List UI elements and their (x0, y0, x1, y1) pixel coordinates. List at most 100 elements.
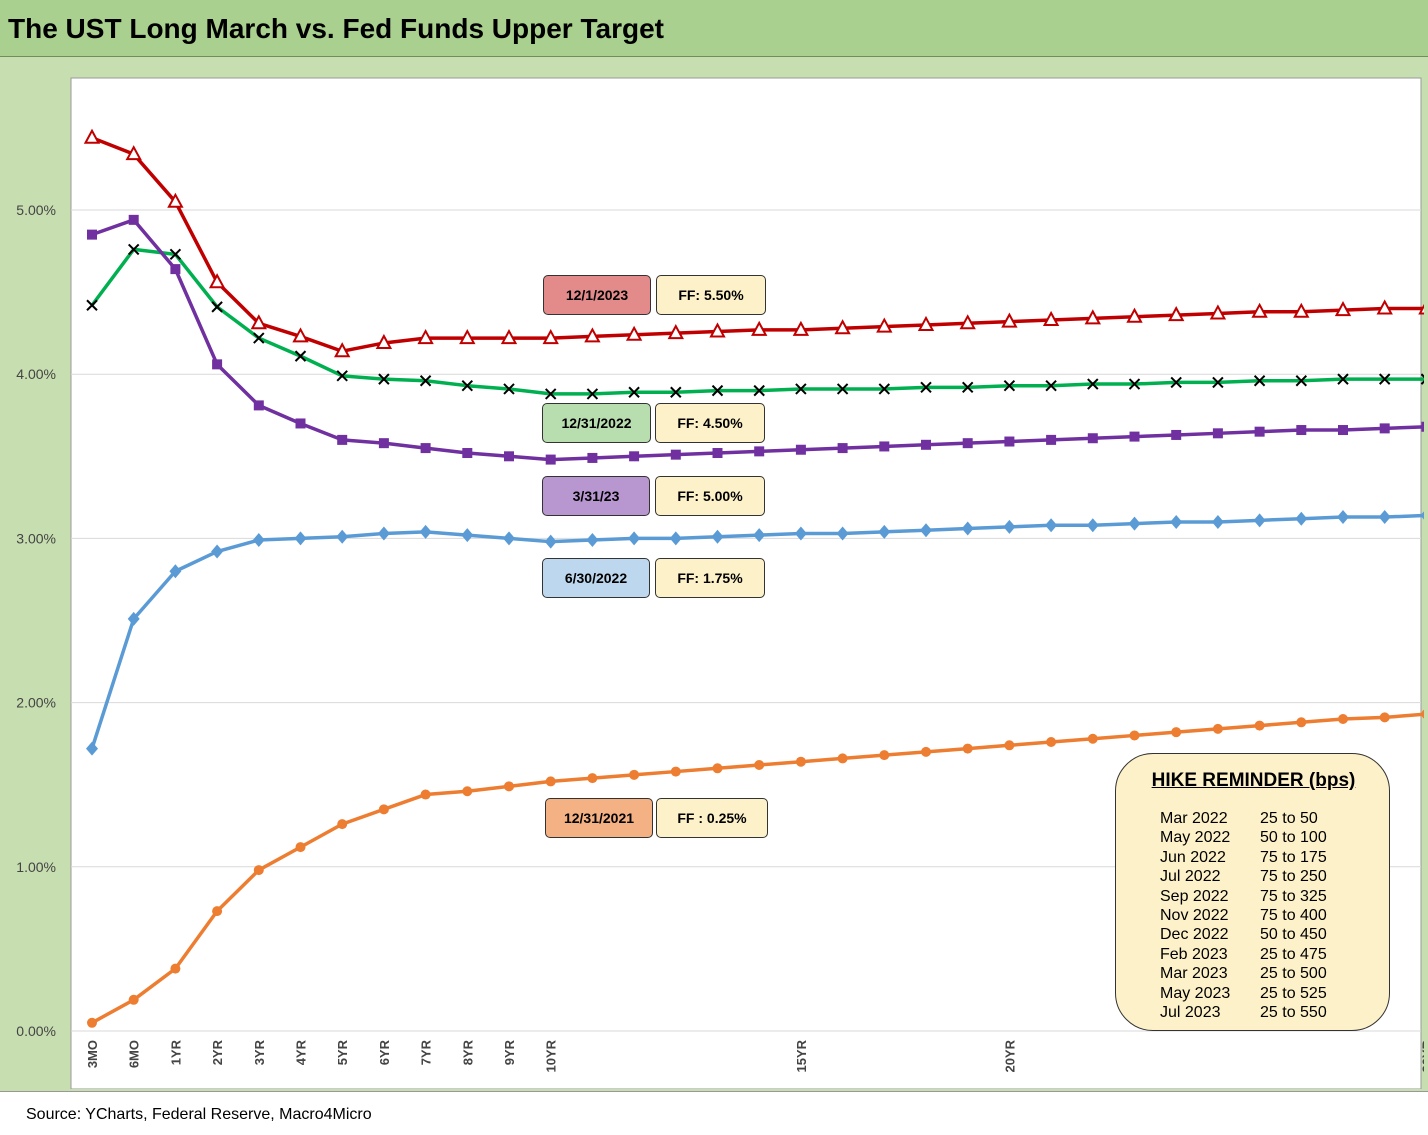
hike-date: Jul 2022 (1160, 868, 1221, 886)
x-tick-label: 20YR (1002, 1039, 1017, 1072)
data-point (504, 781, 514, 792)
x-tick-label: 30YR (1419, 1039, 1424, 1072)
data-point (1209, 304, 1227, 320)
data-point (754, 759, 765, 770)
data-point (378, 373, 390, 385)
data-point (462, 448, 473, 459)
data-point (1295, 511, 1308, 526)
data-point (336, 529, 349, 544)
data-point (921, 746, 931, 757)
x-tick-label: 9YR (502, 1039, 517, 1065)
hike-value: 75 to 250 (1260, 868, 1327, 886)
data-point (837, 443, 848, 454)
hike-date: Mar 2022 (1160, 810, 1228, 827)
data-point (1212, 428, 1223, 439)
data-point (962, 438, 973, 449)
hike-date: May 2022 (1160, 829, 1231, 847)
data-point (670, 386, 682, 398)
x-tick-label: 3YR (252, 1039, 267, 1065)
data-point (420, 789, 431, 800)
data-point (628, 386, 640, 398)
data-point (545, 776, 556, 787)
data-point (1420, 511, 1424, 520)
data-point (127, 243, 140, 256)
annotation-date-label: 12/1/2023 (543, 275, 651, 315)
data-point (250, 314, 267, 330)
data-point (709, 322, 726, 338)
data-point (879, 441, 890, 452)
chart-title: The UST Long March vs. Fed Funds Upper T… (8, 13, 664, 44)
data-point (375, 333, 393, 350)
series-0 (83, 128, 1424, 358)
data-point (921, 439, 931, 450)
data-point (1295, 375, 1308, 387)
data-point (292, 327, 309, 343)
data-point (878, 524, 891, 539)
data-point (1254, 720, 1265, 731)
annotation-date-label: 12/31/2021 (545, 798, 653, 838)
series-1 (86, 243, 1424, 400)
data-point (711, 384, 724, 397)
data-point (544, 388, 557, 400)
data-point (753, 528, 766, 543)
data-point (1128, 378, 1141, 390)
data-point (420, 443, 431, 454)
data-point (959, 314, 976, 330)
data-point (711, 529, 724, 544)
x-tick-label: 2YR (210, 1039, 225, 1065)
hike-date: May 2023 (1160, 984, 1231, 1002)
x-tick-label: 3MO (85, 1040, 100, 1068)
data-point (878, 383, 891, 395)
data-point (1003, 379, 1016, 392)
data-point (377, 526, 390, 541)
data-point (1379, 423, 1390, 434)
series-3 (86, 510, 1424, 756)
data-point (127, 611, 140, 626)
y-tick-label: 4.00% (16, 366, 56, 382)
data-point (1170, 376, 1182, 389)
data-point (417, 328, 434, 345)
annotation-ff-label: FF: 1.75% (655, 558, 765, 598)
annotation-date-label: 12/31/2022 (542, 403, 651, 443)
data-point (1338, 425, 1348, 436)
data-point (334, 342, 351, 358)
data-point (503, 383, 515, 395)
data-point (462, 786, 473, 797)
x-tick-label: 10YR (544, 1039, 559, 1072)
hike-value: 25 to 50 (1260, 810, 1318, 827)
data-point (1045, 518, 1058, 533)
data-point (920, 381, 932, 394)
hike-value: 25 to 525 (1260, 984, 1327, 1002)
x-tick-label: 4YR (294, 1039, 309, 1065)
hike-date: Dec 2022 (1160, 926, 1229, 944)
data-point (1376, 299, 1393, 315)
data-point (1171, 429, 1182, 440)
data-point (211, 544, 224, 559)
data-point (211, 301, 223, 313)
hike-date: Jul 2023 (1160, 1004, 1221, 1021)
data-point (795, 383, 807, 395)
x-tick-label: 6YR (377, 1039, 392, 1065)
data-point (712, 763, 723, 774)
data-point (378, 804, 389, 815)
data-point (795, 444, 806, 455)
data-point (1087, 433, 1098, 444)
data-point (1293, 302, 1310, 318)
data-point (629, 451, 640, 462)
data-point (545, 454, 556, 465)
data-point (795, 756, 806, 767)
data-point (253, 865, 264, 876)
y-tick-label: 5.00% (16, 202, 56, 218)
gridlines (71, 209, 1421, 1032)
data-point (294, 531, 307, 546)
data-point (1420, 373, 1424, 385)
data-point (1129, 431, 1140, 442)
data-point (670, 449, 681, 460)
hike-value: 75 to 175 (1260, 848, 1327, 866)
data-point (792, 320, 810, 336)
hike-value: 75 to 325 (1260, 887, 1327, 905)
data-point (667, 324, 684, 340)
x-tick-label: 7YR (419, 1039, 434, 1065)
y-tick-label: 2.00% (16, 695, 56, 711)
annotation-ff-label: FF : 0.25% (656, 798, 768, 838)
